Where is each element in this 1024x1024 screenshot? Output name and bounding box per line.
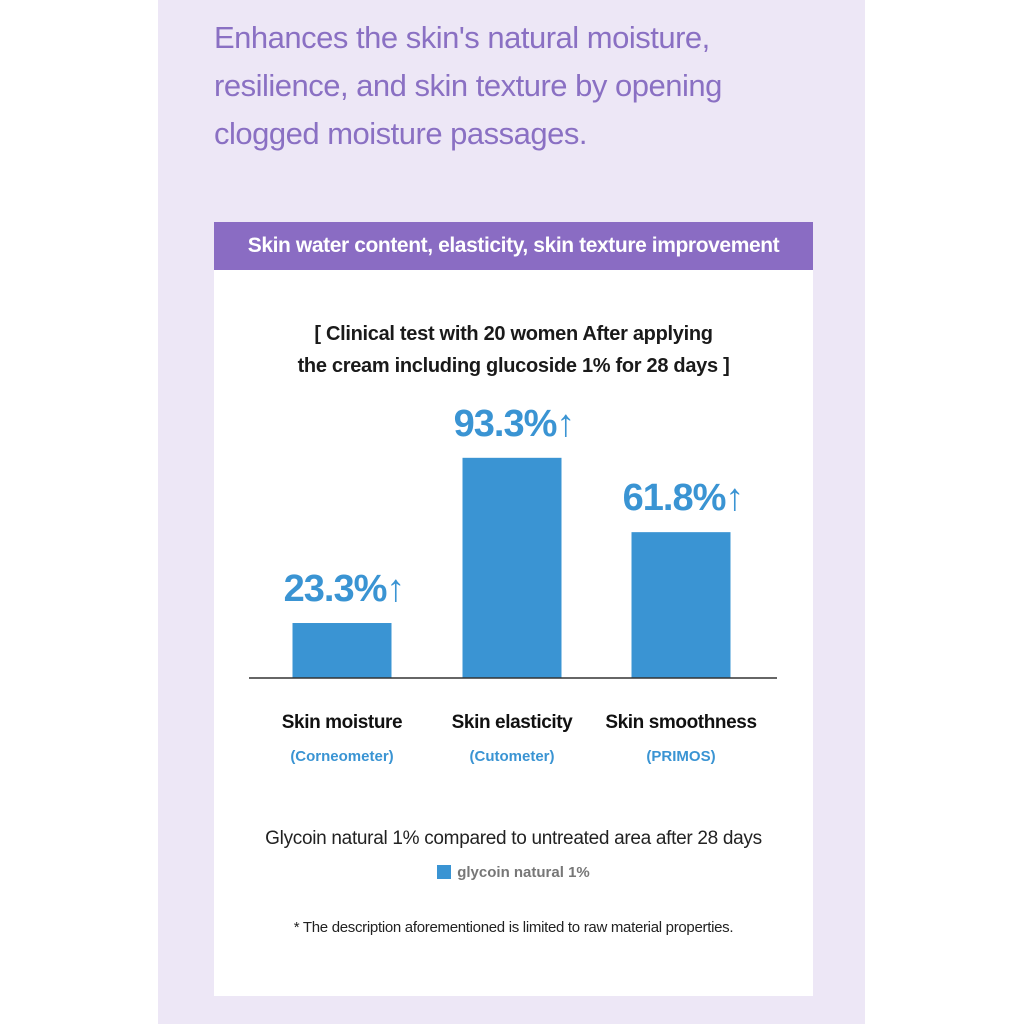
method-label-skin-moisture: (Corneometer) bbox=[290, 748, 393, 765]
comparison-note: Glycoin natural 1% compared to untreated… bbox=[265, 828, 762, 849]
chart-banner: Skin water content, elasticity, skin tex… bbox=[214, 222, 813, 270]
category-label-skin-smoothness: Skin smoothness bbox=[605, 712, 756, 733]
bar-skin-elasticity bbox=[462, 457, 562, 678]
bar-skin-moisture bbox=[292, 623, 392, 678]
data-label-skin-moisture: 23.3%↑ bbox=[284, 568, 405, 610]
chart-subtitle: [ Clinical test with 20 women After appl… bbox=[214, 318, 813, 382]
category-label-skin-moisture: Skin moisture bbox=[282, 712, 402, 733]
data-label-skin-smoothness: 61.8%↑ bbox=[623, 477, 744, 519]
chart-legend: glycoin natural 1% bbox=[214, 864, 813, 881]
headline-line-1: Enhances the skin's natural moisture, bbox=[214, 20, 710, 55]
method-label-skin-elasticity: (Cutometer) bbox=[470, 748, 555, 765]
category-label-skin-elasticity: Skin elasticity bbox=[452, 712, 574, 733]
data-label-skin-elasticity: 93.3%↑ bbox=[454, 403, 575, 445]
legend-swatch bbox=[437, 865, 452, 879]
headline-line-2: resilience, and skin texture by opening bbox=[214, 68, 722, 103]
chart-subtitle-line-1: [ Clinical test with 20 women After appl… bbox=[314, 323, 713, 345]
headline-line-3: clogged moisture passages. bbox=[214, 116, 588, 151]
method-label-skin-smoothness: (PRIMOS) bbox=[646, 748, 715, 765]
chart-subtitle-line-2: the cream including glucoside 1% for 28 … bbox=[297, 355, 730, 377]
headline: Enhances the skin's natural moisture, re… bbox=[214, 14, 814, 158]
bar-skin-smoothness bbox=[631, 532, 731, 678]
chart-card: Skin water content, elasticity, skin tex… bbox=[214, 222, 813, 996]
disclaimer: * The description aforementioned is limi… bbox=[293, 919, 734, 936]
legend-label: glycoin natural 1% bbox=[457, 864, 590, 881]
bar-chart: 23.3%↑ Skin moisture (Corneometer) 93.3%↑ Sk… bbox=[249, 403, 777, 765]
